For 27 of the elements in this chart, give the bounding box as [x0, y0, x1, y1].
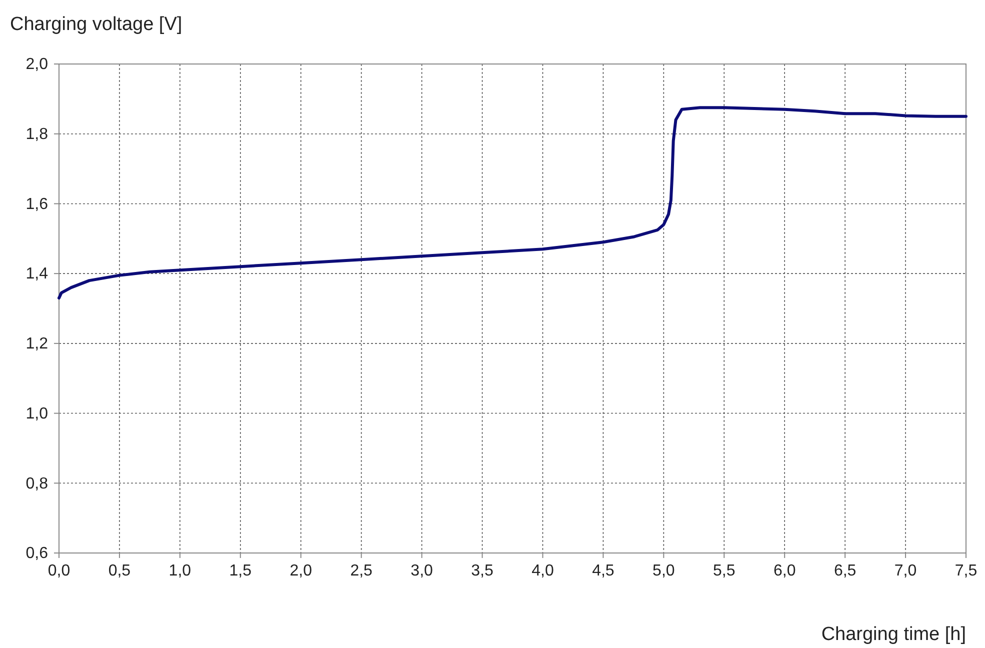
y-tick-label: 2,0 — [26, 56, 48, 74]
x-tick-label: 4,0 — [532, 562, 554, 580]
y-tick-label: 1,8 — [26, 126, 48, 143]
y-tick-label: 1,0 — [26, 405, 48, 422]
y-axis-title: Charging voltage [V] — [10, 14, 182, 35]
x-tick-label: 5,5 — [713, 562, 736, 580]
x-tick-label: 0,5 — [108, 562, 131, 580]
x-tick-label: 7,0 — [894, 562, 917, 580]
x-tick-label: 7,5 — [954, 562, 978, 580]
y-tick-label: 0,6 — [26, 545, 48, 562]
x-axis-title: Charging time [h] — [821, 624, 966, 645]
x-tick-label: 3,5 — [471, 562, 494, 580]
line-series — [58, 106, 968, 300]
x-tick-label: 0,0 — [48, 562, 70, 580]
x-tick-label: 3,0 — [410, 562, 434, 580]
y-tick-label: 1,6 — [26, 196, 48, 213]
y-tick-label: 0,8 — [26, 475, 48, 492]
x-tick-label: 5,0 — [652, 562, 675, 580]
x-tick-label: 1,0 — [168, 562, 192, 580]
x-tick-label: 2,5 — [350, 562, 373, 580]
y-tick-label: 1,4 — [26, 266, 48, 283]
x-tick-label: 4,5 — [592, 562, 614, 580]
x-tick-label: 2,0 — [290, 562, 312, 580]
y-tick-label: 1,2 — [26, 336, 48, 353]
x-tick-label: 6,5 — [834, 562, 856, 580]
x-tick-label: 6,0 — [773, 562, 796, 580]
x-tick-label: 1,5 — [229, 562, 252, 580]
